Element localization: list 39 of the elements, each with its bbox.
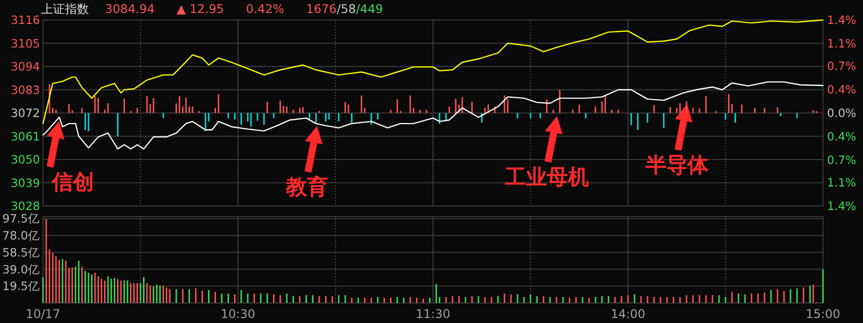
text: ▲ 12.95 bbox=[176, 2, 224, 16]
y-tick-label: 3105 bbox=[10, 36, 40, 50]
annotation: 教育 bbox=[285, 175, 328, 199]
y-tick-label: 3072 bbox=[10, 106, 40, 120]
y2-tick-label: 1.1% bbox=[827, 176, 856, 190]
text: 1676/58/449 bbox=[306, 2, 383, 16]
y-tick-label: 19.5亿 bbox=[2, 279, 40, 294]
y-tick-label: 39.0亿 bbox=[2, 262, 40, 276]
x-tick-label: 14:00 bbox=[610, 307, 646, 321]
y2-tick-label: 0.0% bbox=[827, 106, 856, 120]
y-tick-label: 3094 bbox=[10, 60, 40, 74]
y-tick-label: 3028 bbox=[10, 199, 40, 214]
annotation: 半导体 bbox=[644, 153, 710, 177]
text: 3084.94 bbox=[105, 2, 155, 16]
y2-tick-label: 0.4% bbox=[827, 129, 856, 144]
x-tick-label: 10/17 bbox=[26, 307, 60, 321]
annotation: 信创 bbox=[51, 170, 94, 194]
annotation: 工业母机 bbox=[504, 165, 589, 189]
y-tick-label: 97.5亿 bbox=[2, 212, 40, 226]
line-series bbox=[42, 81, 824, 150]
y-tick-label: 58.5亿 bbox=[2, 245, 40, 260]
y2-tick-label: 1.4% bbox=[827, 199, 856, 214]
y-tick-label: 3061 bbox=[10, 129, 40, 144]
y-tick-label: 3050 bbox=[10, 152, 40, 167]
x-tick-label: 15:00 bbox=[806, 307, 840, 321]
y-tick-label: 78.0亿 bbox=[2, 228, 40, 243]
text: 0.42% bbox=[246, 2, 284, 16]
x-tick-label: 11:30 bbox=[416, 307, 450, 321]
y-tick-label: 3039 bbox=[10, 176, 40, 190]
y2-tick-label: 0.7% bbox=[827, 152, 856, 167]
line-series bbox=[42, 19, 824, 124]
x-tick-label: 10:30 bbox=[220, 307, 256, 321]
y-tick-label: 3083 bbox=[10, 82, 40, 97]
chart-title: 上证指数 bbox=[41, 2, 89, 16]
y2-tick-label: 1.4% bbox=[827, 13, 856, 28]
y2-tick-label: 0.4% bbox=[827, 82, 856, 97]
y2-tick-label: 0.7% bbox=[827, 59, 856, 74]
y2-tick-label: 1.1% bbox=[827, 36, 856, 50]
y-tick-label: 3116 bbox=[10, 13, 40, 28]
